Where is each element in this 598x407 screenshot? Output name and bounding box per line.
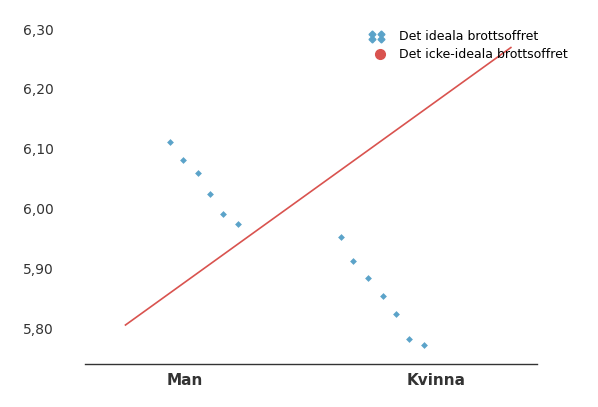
Point xyxy=(404,336,413,343)
Point xyxy=(165,138,175,145)
Point xyxy=(391,310,401,317)
Point xyxy=(178,156,187,163)
Point xyxy=(336,234,346,240)
Point xyxy=(419,341,428,348)
Point xyxy=(364,274,373,281)
Legend: Det ideala brottsoffret, Det icke-ideala brottsoffret: Det ideala brottsoffret, Det icke-ideala… xyxy=(367,28,570,64)
Point xyxy=(205,190,215,197)
Point xyxy=(349,258,358,265)
Point xyxy=(233,221,243,227)
Point xyxy=(218,210,227,217)
Point xyxy=(379,292,388,299)
Point xyxy=(193,170,202,176)
